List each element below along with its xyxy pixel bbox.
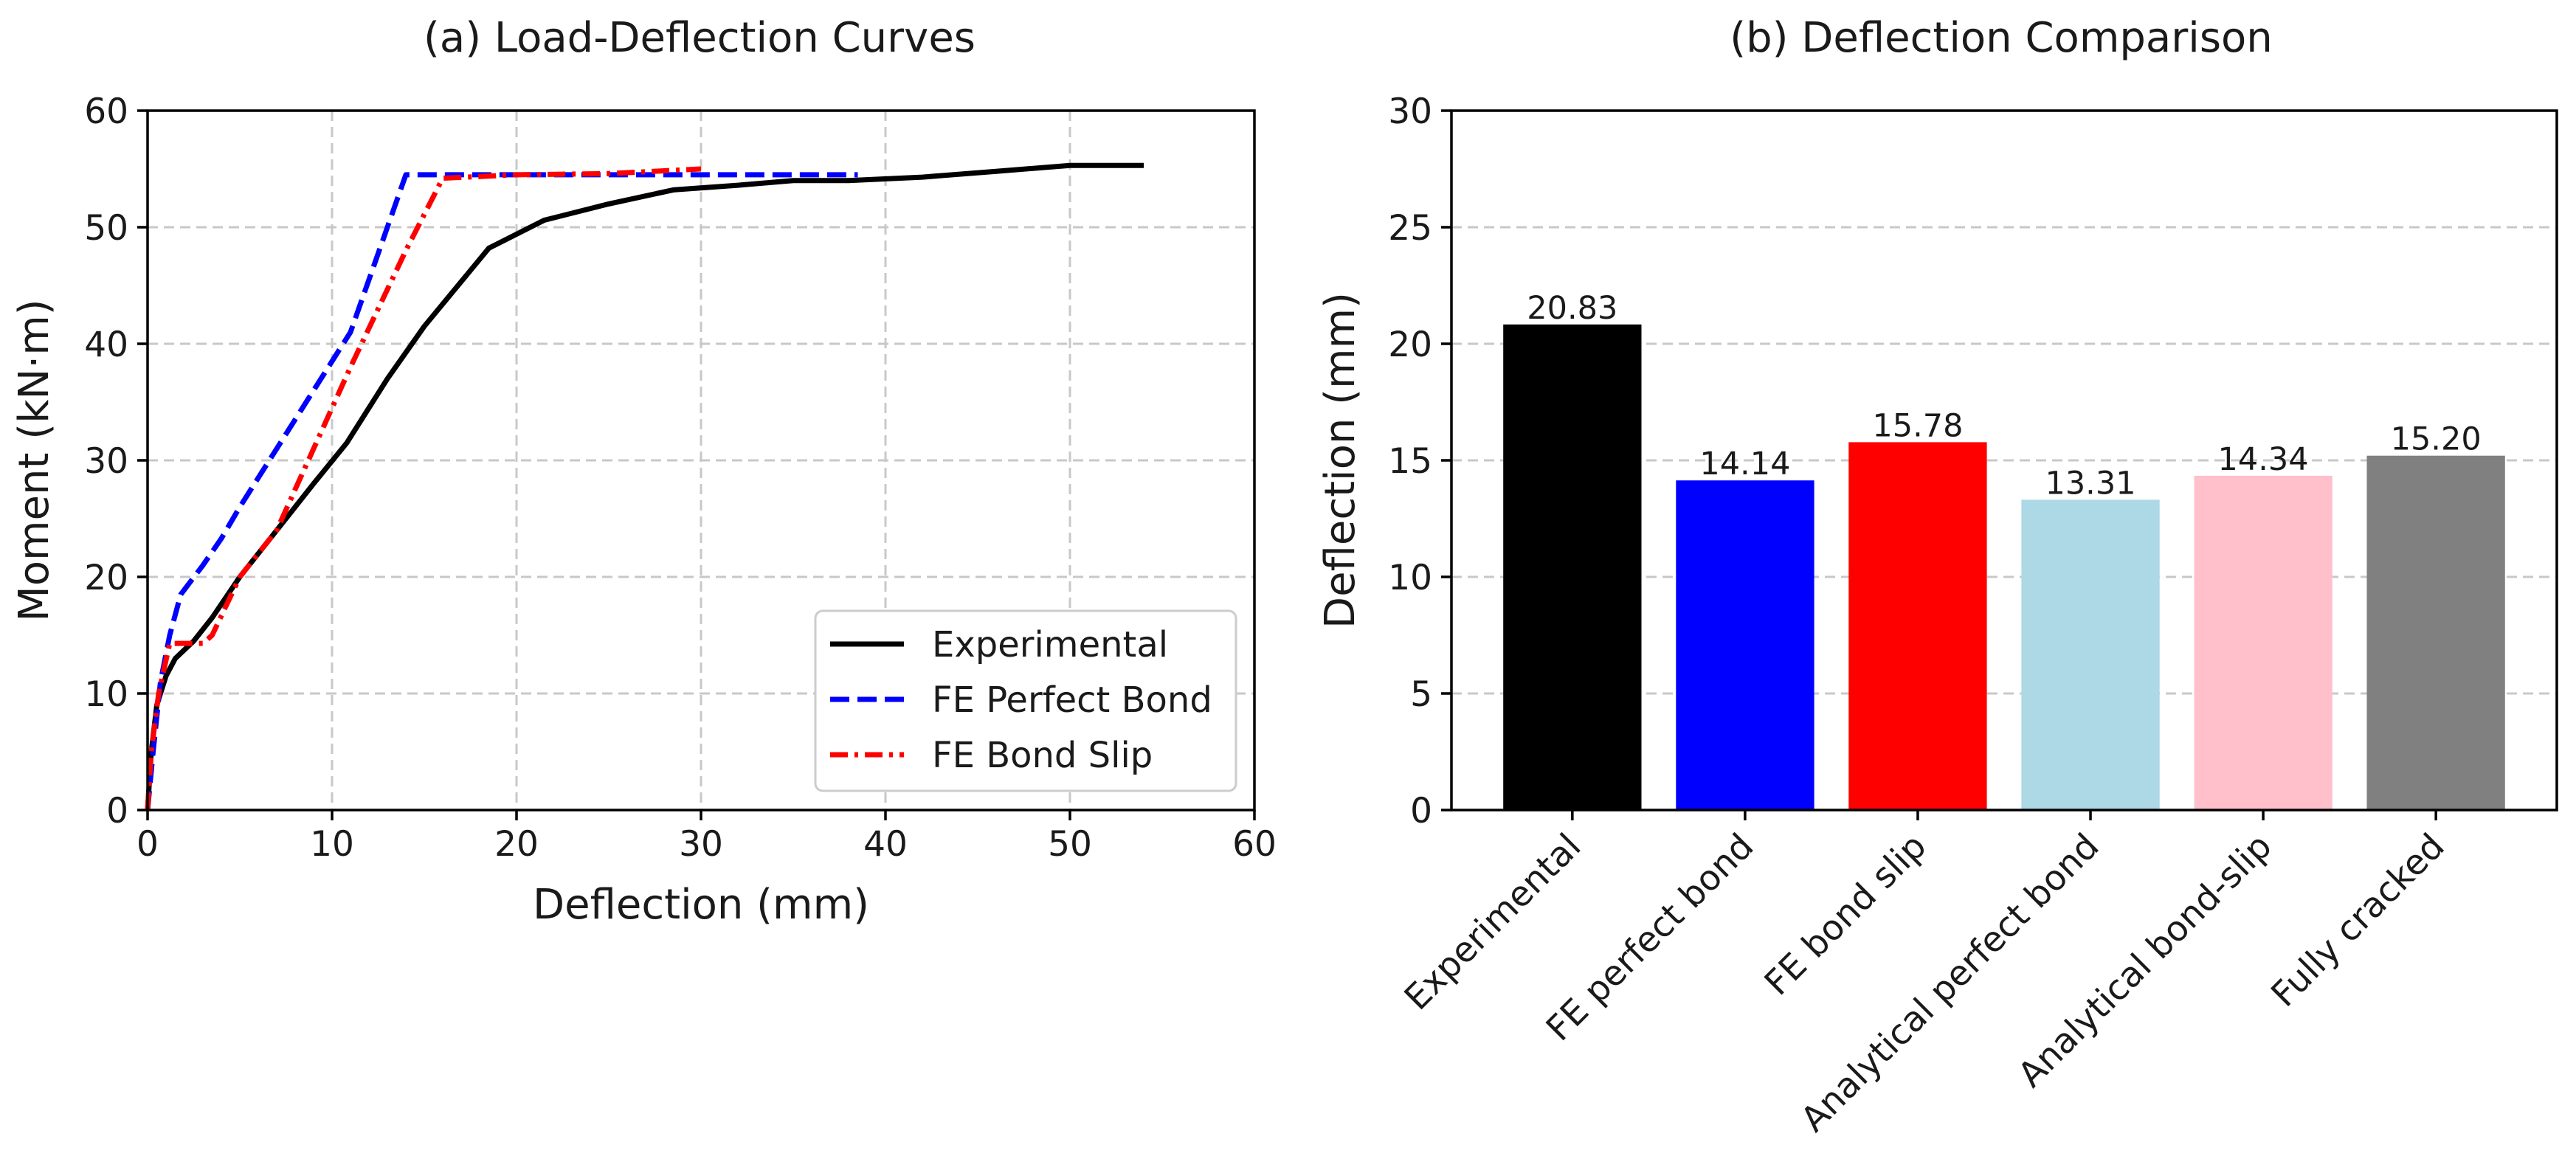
series-line-fe-perfect-bond	[145, 172, 858, 811]
category-label: Analytical perfect bond	[1793, 826, 2107, 1140]
bar-value-label: 13.31	[2045, 465, 2135, 502]
bar-fully-cracked	[2366, 455, 2505, 810]
chart-a-xtick-label: 10	[310, 824, 354, 865]
deflection-comparison-panel: (b) Deflection Comparison 20.83 14.14 15.7…	[1316, 14, 2558, 1140]
chart-a-ylabel: Moment (kN·m)	[10, 299, 58, 621]
chart-a-xtick-label: 50	[1048, 824, 1092, 865]
chart-a-ytick-label: 60	[84, 91, 128, 132]
bar-value-label: 14.34	[2218, 441, 2309, 478]
category-label: FE bond slip	[1757, 826, 1935, 1004]
bar-experimental	[1503, 324, 1642, 810]
chart-a-ytick-label: 10	[84, 674, 128, 715]
chart-b-ytick-label: 15	[1388, 441, 1432, 482]
series-line-fe-bond-slip	[145, 166, 702, 811]
chart-a-xtick-label: 20	[494, 824, 539, 865]
category-label: Fully cracked	[2264, 826, 2453, 1015]
legend-label-experimental: Experimental	[932, 624, 1168, 665]
chart-a-ytick-label: 30	[84, 441, 128, 482]
chart-a-xtick-label: 0	[137, 824, 159, 865]
chart-a-ytick-label: 50	[84, 208, 128, 249]
chart-a-ytick-label: 20	[84, 558, 128, 598]
legend-label-fe-bond-slip: FE Bond Slip	[932, 735, 1153, 776]
chart-a-title: (a) Load-Deflection Curves	[424, 14, 976, 62]
chart-b-ytick-label: 25	[1388, 208, 1432, 249]
bar-fe-perfect-bond	[1676, 480, 1814, 810]
category-label: Experimental	[1397, 826, 1589, 1019]
chart-b-ylabel: Deflection (mm)	[1316, 292, 1364, 629]
chart-a-xtick-label: 40	[863, 824, 908, 865]
chart-a-series	[145, 162, 1144, 811]
chart-a-ticks: 0 10 20 30 40 50 60 0 10 20 30 40 50 60	[84, 91, 1277, 865]
chart-b-ytick-label: 30	[1388, 91, 1432, 132]
chart-a-xlabel: Deflection (mm)	[533, 881, 869, 929]
chart-b-ytick-label: 10	[1388, 558, 1432, 598]
bar-value-label: 20.83	[1527, 290, 1617, 327]
load-deflection-panel: (a) Load-Deflection Curves 0 10 20 30 40 50 60…	[10, 14, 1277, 929]
bar-fe-bond-slip	[1848, 442, 1987, 810]
legend-label-fe-perfect-bond: FE Perfect Bond	[932, 679, 1212, 721]
bar-analytical-perfect-bond	[2021, 499, 2160, 810]
legend-box	[814, 609, 1237, 792]
bar-analytical-bond-slip	[2194, 475, 2332, 810]
chart-a-xtick-label: 60	[1232, 824, 1277, 865]
bar-value-label: 15.20	[2391, 421, 2482, 458]
bar-value-label: 14.14	[1699, 446, 1790, 482]
chart-b-bars: 20.83 14.14 15.78 13.31 14.34 15.20	[1503, 290, 2505, 810]
chart-a-ytick-label: 40	[84, 325, 128, 365]
chart-a-xtick-label: 30	[679, 824, 723, 865]
chart-a-ytick-label: 0	[106, 791, 128, 831]
bar-value-label: 15.78	[1872, 407, 1963, 444]
chart-b-ytick-label: 20	[1388, 325, 1432, 365]
chart-a-legend: Experimental FE Perfect Bond FE Bond Sli…	[814, 609, 1237, 792]
chart-a-grid	[148, 111, 1254, 810]
series-line-experimental	[145, 162, 1144, 811]
chart-b-title: (b) Deflection Comparison	[1730, 14, 2273, 62]
chart-b-ytick-label: 0	[1410, 791, 1432, 831]
chart-b-ytick-label: 5	[1410, 674, 1432, 715]
